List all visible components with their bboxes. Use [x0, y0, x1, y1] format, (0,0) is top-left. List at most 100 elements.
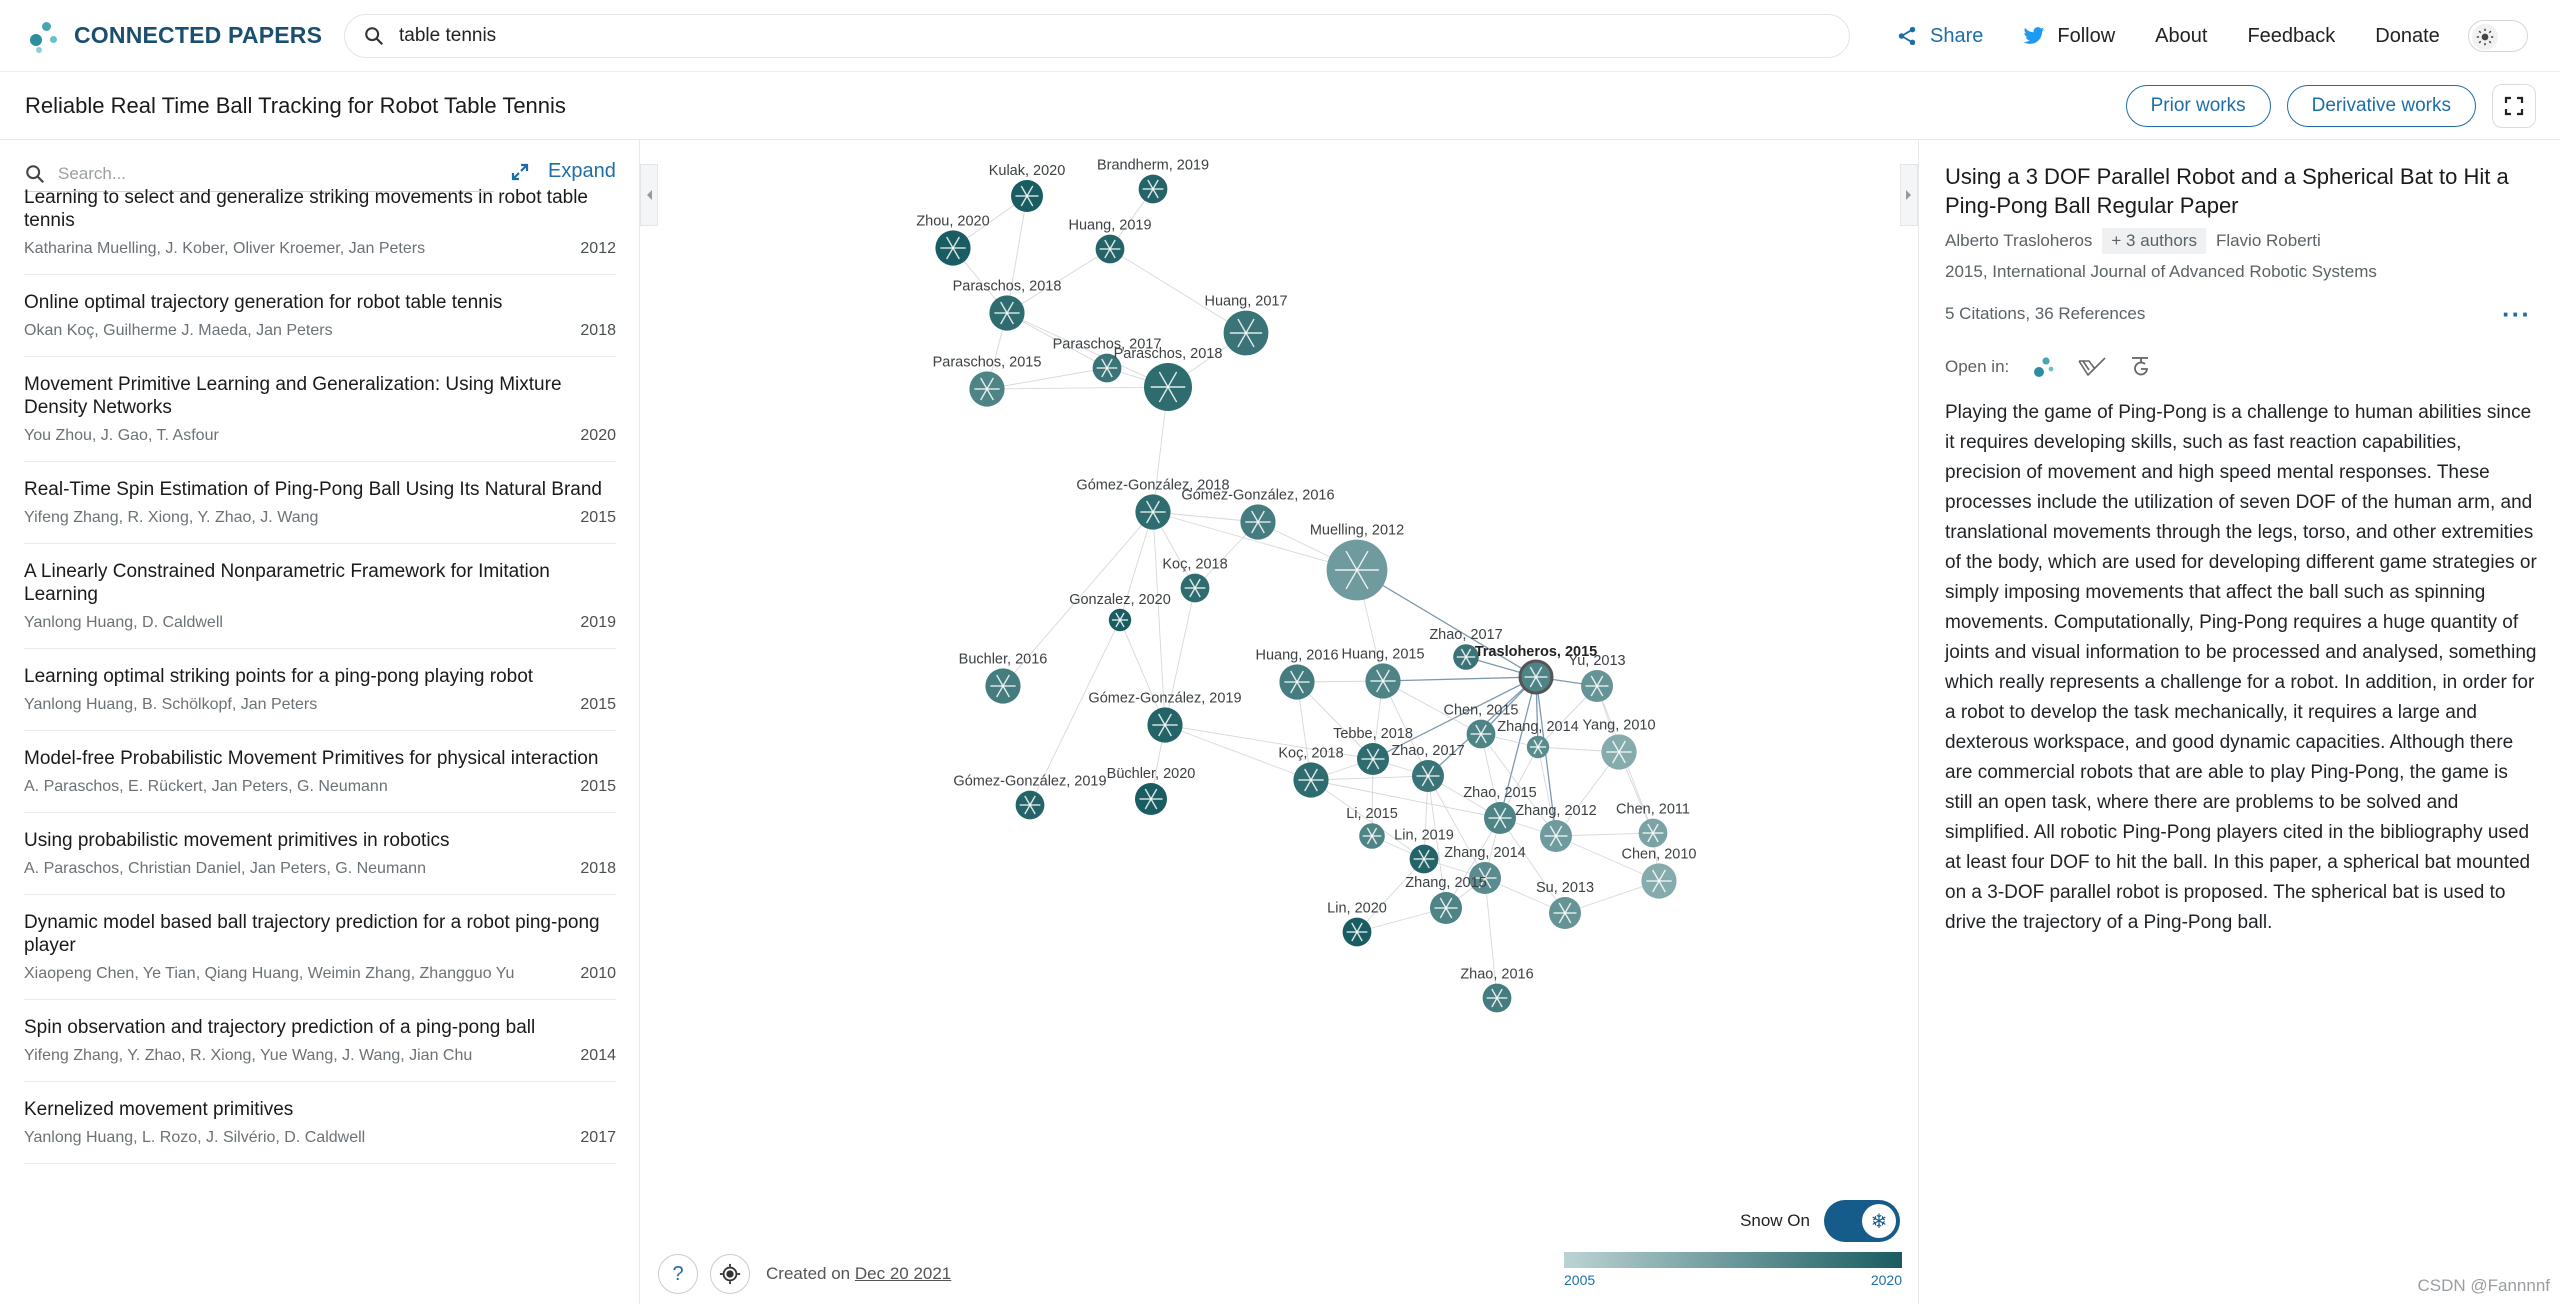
detail-citations-row: 5 Citations, 36 References ···	[1945, 299, 2539, 329]
graph-node[interactable]: Paraschos, 2018	[1114, 346, 1223, 411]
help-button[interactable]: ?	[658, 1254, 698, 1294]
paper-list-item[interactable]: Using probabilistic movement primitives …	[24, 829, 616, 895]
more-authors-button[interactable]: + 3 authors	[2102, 228, 2206, 254]
graph-node[interactable]: Kulak, 2020	[989, 163, 1066, 212]
collapse-right-panel-button[interactable]	[1900, 164, 1918, 226]
graph-node[interactable]: Chen, 2015	[1444, 703, 1519, 749]
graph-node[interactable]: Paraschos, 2015	[933, 354, 1042, 407]
list-search[interactable]	[24, 156, 494, 192]
expand-button[interactable]: Expand	[510, 160, 616, 183]
snowflake-icon	[1529, 739, 1547, 755]
graph-node[interactable]: Huang, 2019	[1068, 218, 1152, 264]
feedback-link[interactable]: Feedback	[2247, 24, 2336, 47]
graph-edge	[1006, 248, 1111, 314]
graph-node[interactable]: Paraschos, 2017	[1053, 337, 1162, 383]
paper-list-item[interactable]: Model-free Probabilistic Movement Primit…	[24, 747, 616, 813]
graph-node[interactable]: Zhao, 2016	[1460, 967, 1534, 1013]
graph-node-label: Zhang, 2014	[1497, 719, 1578, 735]
detail-title[interactable]: Using a 3 DOF Parallel Robot and a Spher…	[1945, 164, 2509, 218]
graph-node[interactable]: Zhao, 2017	[1391, 743, 1465, 792]
graph-node[interactable]: Huang, 2016	[1255, 647, 1339, 700]
graph-node-label: Koç, 2018	[1162, 557, 1227, 573]
paper-list-item[interactable]: Kernelized movement primitives Yanlong Hu…	[24, 1098, 616, 1164]
graph-node[interactable]: Huang, 2015	[1341, 646, 1425, 699]
graph-node[interactable]: Gómez-González, 2019	[1088, 690, 1242, 743]
graph-node[interactable]: Zhao, 2017	[1429, 627, 1503, 670]
share-label: Share	[1930, 24, 1984, 47]
top-nav: Share Follow About Feedback Donate	[1896, 0, 2528, 72]
graph-node[interactable]: Zhou, 2020	[916, 213, 990, 266]
graph-node[interactable]: Brandherm, 2019	[1097, 158, 1209, 204]
derivative-works-button[interactable]: Derivative works	[2286, 85, 2476, 127]
graph-node[interactable]: Yang, 2010	[1582, 717, 1656, 770]
graph-node[interactable]: Muelling, 2012	[1310, 523, 1404, 601]
snowflake-icon	[1111, 612, 1129, 628]
theme-toggle[interactable]	[2467, 20, 2528, 52]
paper-list-item[interactable]: Spin observation and trajectory predicti…	[24, 1016, 616, 1082]
connected-papers-link-icon[interactable]	[2031, 354, 2055, 380]
paper-list-item[interactable]: Learning to select and generalize striki…	[24, 186, 616, 275]
brand-logo[interactable]: CONNECTED PAPERS	[26, 16, 326, 56]
graph-node[interactable]: Tebbe, 2018	[1333, 726, 1413, 775]
graph-node[interactable]: Buchler, 2016	[959, 651, 1048, 704]
search-bar[interactable]	[344, 14, 1850, 58]
paper-year: 2018	[580, 322, 616, 339]
graph-node[interactable]: Paraschos, 2018	[953, 278, 1062, 331]
list-search-input[interactable]	[58, 163, 478, 184]
snow-toggle[interactable]: ❄	[1824, 1200, 1900, 1242]
graph-node[interactable]: Gómez-González, 2016	[1181, 487, 1335, 540]
graph-view[interactable]: Kulak, 2020 Brandherm, 2019 Zhou, 2020 Huan…	[640, 140, 1918, 1304]
graph-node[interactable]: Koç, 2018	[1162, 557, 1228, 603]
graph-node[interactable]: Gómez-González, 2019	[953, 774, 1107, 820]
paper-authors: Yanlong Huang, D. Caldwell	[24, 614, 223, 631]
sun-icon	[2471, 24, 2498, 50]
paper-list-item[interactable]: Movement Primitive Learning and Generali…	[24, 373, 616, 462]
follow-button[interactable]: Follow	[2023, 25, 2115, 48]
search-input[interactable]	[399, 25, 1799, 47]
share-button[interactable]: Share	[1896, 25, 1983, 48]
graph-node[interactable]: Zhang, 2012	[1515, 803, 1597, 852]
graph-node[interactable]: Zhang, 2015	[1405, 875, 1487, 924]
last-author[interactable]: Flavio Roberti	[2215, 231, 2321, 250]
graph-node[interactable]: Gómez-González, 2018	[1076, 477, 1230, 530]
paper-year: 2017	[580, 1129, 616, 1146]
donate-link[interactable]: Donate	[2375, 24, 2440, 47]
google-scholar-link-icon[interactable]	[2129, 355, 2151, 379]
paper-title: Learning to select and generalize striki…	[24, 187, 588, 231]
graph-node[interactable]: Zhao, 2015	[1463, 785, 1537, 834]
prior-works-button[interactable]: Prior works	[2125, 85, 2271, 127]
expand-icon	[511, 163, 529, 180]
graph-node[interactable]: Li, 2015	[1346, 806, 1398, 849]
graph-node[interactable]: Su, 2013	[1536, 880, 1594, 929]
first-author[interactable]: Alberto Trasloheros	[1945, 231, 2093, 250]
legend-gradient	[1564, 1252, 1902, 1268]
graph-node[interactable]: Zhang, 2014	[1444, 845, 1526, 894]
paper-list-item[interactable]: Dynamic model based ball trajectory pred…	[24, 911, 616, 1000]
graph-node[interactable]: Huang, 2017	[1204, 294, 1288, 356]
created-date-link[interactable]: Dec 20 2021	[854, 1264, 952, 1283]
graph-node[interactable]: Chen, 2011	[1616, 802, 1690, 848]
graph-node[interactable]: Trasloheros, 2015	[1475, 644, 1598, 695]
graph-edge	[1382, 676, 1537, 682]
paper-list-item[interactable]: Online optimal trajectory generation for…	[24, 291, 616, 357]
graph-node[interactable]: Chen, 2010	[1622, 846, 1697, 899]
graph-node[interactable]: Büchler, 2020	[1107, 766, 1196, 815]
paper-year: 2012	[580, 240, 616, 257]
semantic-scholar-link-icon[interactable]	[2077, 356, 2107, 378]
paper-list-item[interactable]: A Linearly Constrained Nonparametric Fra…	[24, 560, 616, 649]
graph-node[interactable]: Gonzalez, 2020	[1069, 592, 1171, 632]
graph-node[interactable]: Lin, 2020	[1327, 901, 1387, 947]
paper-list-item[interactable]: Real-Time Spin Estimation of Ping-Pong B…	[24, 478, 616, 544]
graph-node[interactable]: Yu, 2013	[1568, 653, 1626, 702]
recenter-button[interactable]	[710, 1254, 750, 1294]
paper-list-item[interactable]: Learning optimal striking points for a p…	[24, 665, 616, 731]
detail-venue: 2015, International Journal of Advanced …	[1945, 262, 2377, 281]
fullscreen-button[interactable]	[2492, 84, 2536, 128]
about-link[interactable]: About	[2155, 24, 2208, 47]
graph-node[interactable]: Koç, 2018	[1278, 745, 1344, 798]
graph-node[interactable]: Lin, 2019	[1394, 828, 1454, 874]
citation-graph[interactable]: Kulak, 2020 Brandherm, 2019 Zhou, 2020 Huan…	[640, 140, 1918, 1180]
more-options-button[interactable]: ···	[2502, 299, 2531, 329]
graph-node[interactable]: Zhang, 2014	[1497, 719, 1579, 759]
collapse-left-panel-button[interactable]	[640, 164, 658, 226]
